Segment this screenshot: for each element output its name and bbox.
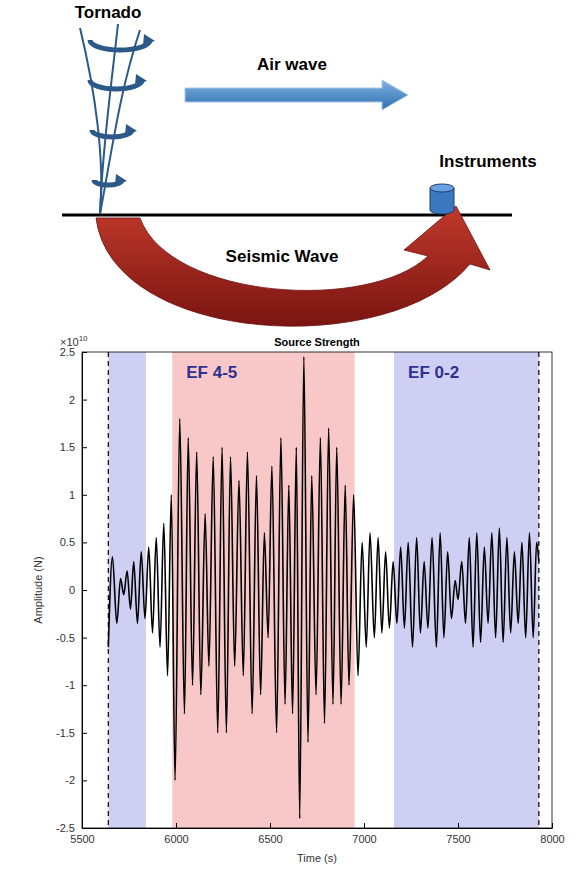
x-tick-label: 7500 (446, 833, 470, 845)
x-axis-title: Time (s) (297, 852, 337, 864)
y-tick: -1 (65, 679, 87, 691)
diagram-label: Instruments (439, 152, 536, 171)
y-tick-label: 0.5 (60, 536, 75, 548)
y-tick: -1.5 (56, 727, 87, 739)
y-tick-label: -1.5 (56, 727, 75, 739)
x-tick-mark (458, 823, 459, 828)
x-tick-label: 5500 (70, 833, 94, 845)
diagram: Tornado Air wave Instruments Seismic Wave (62, 3, 537, 326)
y-tick-mark (82, 495, 87, 496)
y-tick-label: -2.5 (56, 822, 75, 834)
y-axis: -2.5-2-1.5-1-0.500.511.522.5 (56, 346, 87, 834)
y-tick: 2 (69, 394, 87, 406)
y-tick: -0.5 (56, 632, 87, 644)
x-tick-label: 7000 (352, 833, 376, 845)
x-tick-mark (552, 823, 553, 828)
x-tick-mark (176, 823, 177, 828)
diagram-label: Seismic Wave (226, 247, 339, 266)
x-tick-label: 6500 (258, 833, 282, 845)
x-axis-line (83, 828, 553, 829)
y-tick-label: 1.5 (60, 441, 75, 453)
x-tick: 8000 (540, 823, 564, 845)
y-tick-label: 2 (69, 394, 75, 406)
x-tick-mark (364, 823, 365, 828)
y-tick: 0 (69, 584, 87, 596)
y-tick-label: -2 (65, 774, 75, 786)
region-label: EF 4-5 (186, 363, 237, 382)
x-axis: 5500 6000 6500 7000 7500 8000 (70, 823, 564, 845)
y-tick-mark (82, 542, 87, 543)
tornado-arrowhead (125, 124, 137, 135)
y-tick-mark (82, 733, 87, 734)
y-axis-title: Amplitude (N) (32, 556, 44, 623)
y-tick-label: -0.5 (56, 632, 75, 644)
region-label: EF 0-2 (408, 363, 459, 382)
y-multiplier-base: ×10 (60, 336, 79, 348)
dashed-line (538, 352, 539, 828)
y-tick-mark (82, 828, 87, 829)
tornado-arrowhead (115, 174, 127, 185)
x-tick: 6000 (164, 823, 188, 845)
y-tick-mark (82, 685, 87, 686)
diagram-label: Tornado (75, 3, 142, 22)
tornado-arrowhead (135, 74, 147, 85)
y-tick: 1.5 (60, 441, 87, 453)
tornado-swirl (90, 80, 142, 89)
x-tick: 7500 (446, 823, 470, 845)
y-tick-mark (82, 447, 87, 448)
y-tick: 1 (69, 489, 87, 501)
y-tick: -2.5 (56, 822, 87, 834)
x-tick: 6500 (258, 823, 282, 845)
y-tick-label: 1 (69, 489, 75, 501)
instrument-icon (430, 184, 454, 214)
tornado-icon (80, 24, 155, 214)
y-tick-mark (82, 780, 87, 781)
air-wave-arrow (185, 80, 408, 110)
seismic-arrow (96, 206, 490, 326)
plot-frame (82, 352, 552, 828)
y-multiplier: ×1010 (60, 334, 88, 348)
x-tick-label: 8000 (540, 833, 564, 845)
x-tick-mark (270, 823, 271, 828)
plot-area (82, 352, 552, 828)
figure: Tornado Air wave Instruments Seismic Wave 55… (0, 0, 582, 870)
y-tick-mark (82, 638, 87, 639)
y-tick: 0.5 (60, 536, 87, 548)
dashed-line (108, 352, 109, 828)
cylinder-top (430, 184, 454, 192)
tornado-arrowhead (143, 34, 155, 45)
y-tick-mark (82, 400, 87, 401)
chart-title: Source Strength (274, 336, 360, 348)
y-tick-label: -1 (65, 679, 75, 691)
tornado-swirl (90, 40, 150, 50)
y-tick: -2 (65, 774, 87, 786)
x-tick: 7000 (352, 823, 376, 845)
diagram-label: Air wave (257, 55, 327, 74)
plot-background (82, 352, 552, 828)
y-tick-label: 0 (69, 584, 75, 596)
signal-line (108, 357, 539, 819)
y-tick-mark (82, 352, 87, 353)
chart: 5500 6000 6500 7000 7500 8000 -2.5 -2 -1.5 -1 -0.5… (32, 334, 565, 864)
y-tick-mark (82, 590, 87, 591)
x-tick-label: 6000 (164, 833, 188, 845)
y-multiplier-exponent: 10 (79, 334, 88, 343)
